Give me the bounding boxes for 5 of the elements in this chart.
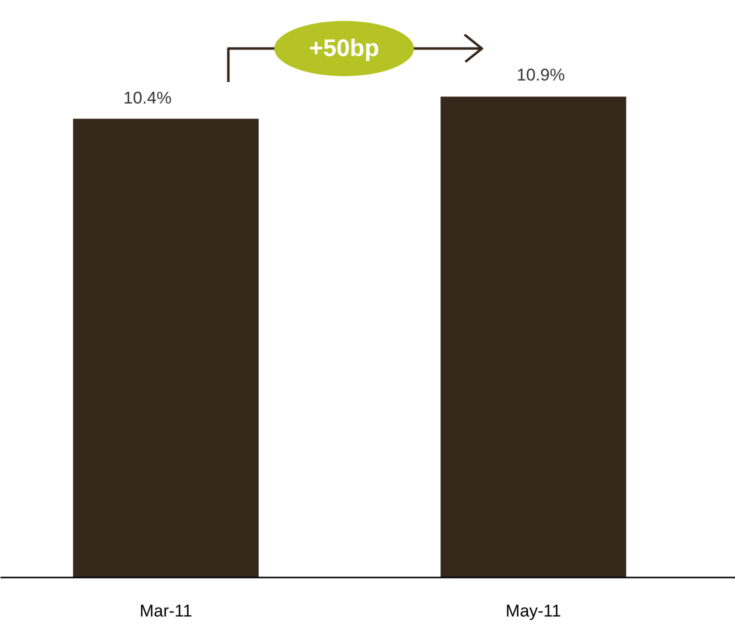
x-tick-label: Mar-11	[140, 602, 192, 620]
text: +50bp	[309, 35, 380, 62]
data-label: 10.4%	[123, 88, 172, 108]
x-tick-label: May-11	[506, 602, 562, 620]
data-label: 10.9%	[516, 66, 565, 85]
